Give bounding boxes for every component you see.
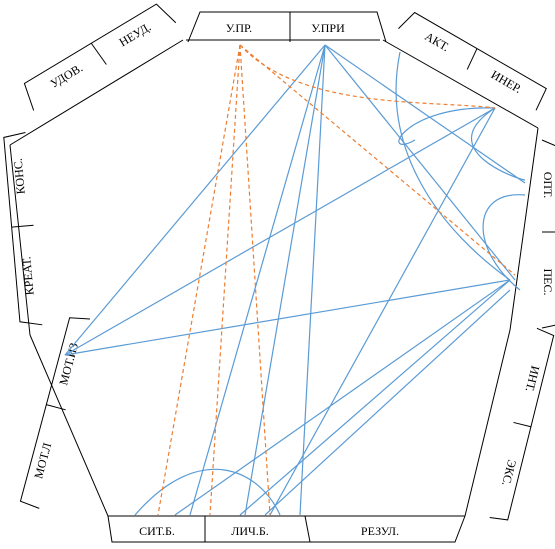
left-group: КРЕАТ. КОНС. bbox=[3, 132, 43, 326]
upper-right-box bbox=[398, 11, 547, 111]
link bbox=[64, 107, 496, 356]
link bbox=[64, 279, 511, 356]
lower-right-group: ИНТ. ЭКС. bbox=[489, 327, 555, 521]
right-group: ОПТ. ПЕС. bbox=[541, 139, 555, 329]
dashed-link bbox=[157, 44, 241, 516]
label-u-pri: У.ПРИ bbox=[311, 21, 345, 35]
label-pes: ПЕС. bbox=[541, 269, 555, 296]
upper-left-group: УДОВ. НЕУД. bbox=[23, 3, 177, 111]
label-neud: НЕУД. bbox=[117, 20, 154, 50]
label-sit-b: СИТ.Б. bbox=[139, 524, 175, 538]
frame-right bbox=[509, 127, 539, 331]
bottom-group: СИТ.Б. ЛИЧ.Б. РЕЗУЛ. bbox=[107, 515, 466, 543]
label-iner: ИНЕР. bbox=[489, 67, 524, 96]
link bbox=[324, 44, 516, 281]
link bbox=[239, 279, 511, 516]
top-box bbox=[187, 11, 387, 43]
frame-upper-left bbox=[9, 39, 184, 146]
label-u-pr: У.ПР. bbox=[226, 21, 252, 35]
dashed-link bbox=[209, 44, 241, 516]
label-kreat: КРЕАТ. bbox=[19, 256, 36, 296]
link bbox=[395, 51, 511, 281]
lower-left-group: МОТ.Л МОТ.ИЗ bbox=[19, 317, 91, 509]
link bbox=[134, 468, 281, 516]
frame-lower-right bbox=[464, 329, 511, 517]
bottom-box bbox=[107, 515, 466, 543]
label-lich-b: ЛИЧ.Б. bbox=[231, 524, 269, 538]
frame-lower-left bbox=[29, 334, 109, 517]
dashed-links bbox=[157, 44, 516, 516]
link bbox=[244, 44, 326, 516]
dashed-link bbox=[239, 44, 271, 516]
link bbox=[471, 107, 526, 181]
dashed-link bbox=[239, 44, 516, 276]
link bbox=[398, 107, 496, 145]
upper-right-group: АКТ. ИНЕР. bbox=[398, 11, 547, 111]
link bbox=[174, 279, 511, 516]
lower-right-box bbox=[489, 327, 555, 521]
link bbox=[269, 107, 496, 516]
label-rezul: РЕЗУЛ. bbox=[361, 524, 399, 538]
link bbox=[482, 194, 526, 291]
link bbox=[299, 44, 326, 516]
right-box bbox=[541, 139, 555, 329]
link bbox=[264, 289, 511, 516]
solid-links bbox=[64, 44, 526, 516]
dashed-link bbox=[239, 44, 496, 109]
link bbox=[64, 44, 326, 356]
label-udov: УДОВ. bbox=[48, 61, 85, 91]
label-eks: ЭКС. bbox=[499, 458, 519, 487]
link bbox=[324, 44, 526, 184]
label-opt: ОПТ. bbox=[541, 172, 555, 198]
left-box bbox=[3, 132, 43, 326]
frame-upper-right bbox=[382, 39, 539, 129]
top-group: У.ПР. У.ПРИ bbox=[187, 11, 387, 43]
lower-left-box bbox=[19, 317, 91, 509]
upper-left-box bbox=[23, 3, 177, 111]
frame-left bbox=[9, 144, 31, 336]
label-kons: КОНС. bbox=[11, 158, 28, 195]
label-int: ИНТ. bbox=[523, 364, 543, 393]
label-akt: АКТ. bbox=[422, 29, 451, 54]
link bbox=[189, 44, 326, 516]
diagram-frame bbox=[9, 39, 539, 517]
